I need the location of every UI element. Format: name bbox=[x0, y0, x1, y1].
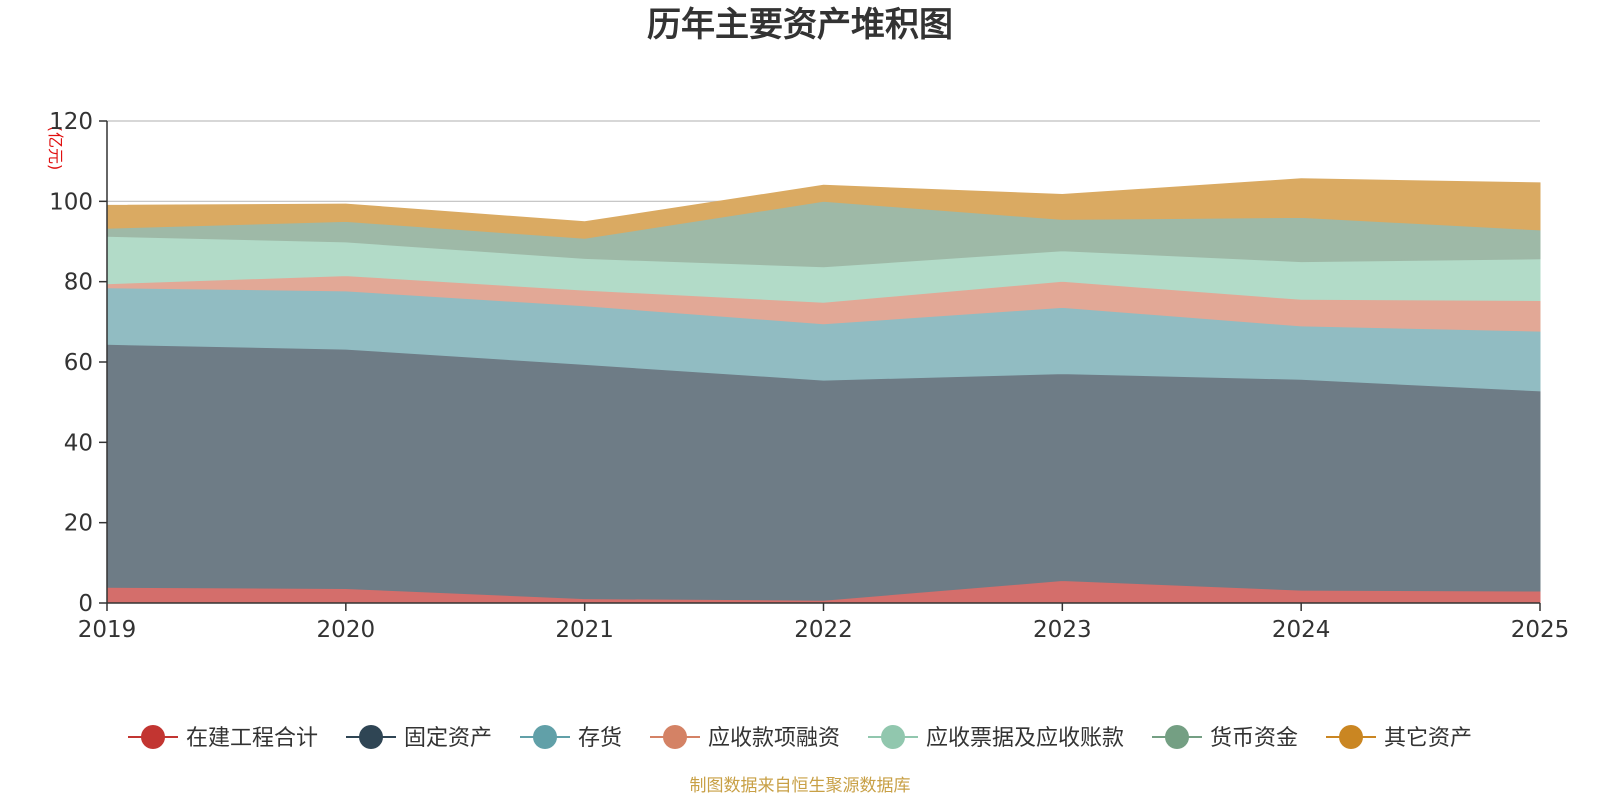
x-tick-label: 2025 bbox=[1511, 617, 1570, 643]
legend-circle-icon bbox=[1339, 725, 1363, 749]
legend-item-4[interactable]: 应收款项融资 bbox=[650, 725, 840, 751]
legend-circle-icon bbox=[533, 725, 557, 749]
y-tick-label: 0 bbox=[78, 591, 93, 617]
y-tick-label: 40 bbox=[64, 430, 93, 456]
axes: 0 20 40 60 80 100 120 2019 2020 2021 2022 2023 2024 2… bbox=[49, 109, 1569, 643]
legend-circle-icon bbox=[663, 725, 687, 749]
y-tick-label: 60 bbox=[64, 350, 93, 376]
x-tick-label: 2021 bbox=[555, 617, 614, 643]
y-axis-unit-label: (亿元) bbox=[46, 126, 65, 171]
legend-circle-icon bbox=[359, 725, 383, 749]
area-series-layer bbox=[106, 178, 1541, 604]
y-tick-label: 80 bbox=[64, 270, 93, 296]
legend-label: 应收票据及应收账款 bbox=[926, 726, 1124, 751]
x-tick-label: 2019 bbox=[78, 617, 137, 643]
legend-item-5[interactable]: 应收票据及应收账款 bbox=[868, 725, 1124, 751]
data-source-note: 制图数据来自恒生聚源数据库 bbox=[690, 776, 911, 796]
legend-item-6[interactable]: 货币资金 bbox=[1152, 725, 1298, 751]
x-tick-label: 2020 bbox=[317, 617, 376, 643]
legend-label: 固定资产 bbox=[404, 726, 492, 751]
legend[interactable]: 在建工程合计 固定资产 存货 应收款项融资 应收票据及应收账款 货币资金 其它资产 bbox=[128, 725, 1472, 751]
legend-item-1[interactable]: 在建工程合计 bbox=[128, 725, 318, 751]
legend-circle-icon bbox=[881, 725, 905, 749]
legend-label: 货币资金 bbox=[1210, 726, 1298, 751]
legend-item-3[interactable]: 存货 bbox=[520, 725, 622, 751]
legend-item-2[interactable]: 固定资产 bbox=[346, 725, 492, 751]
x-tick-label: 2023 bbox=[1033, 617, 1092, 643]
y-tick-label: 100 bbox=[49, 189, 93, 215]
legend-label: 其它资产 bbox=[1384, 726, 1472, 751]
legend-label: 应收款项融资 bbox=[708, 726, 840, 751]
x-tick-label: 2024 bbox=[1272, 617, 1331, 643]
area-series-2 bbox=[106, 343, 1541, 601]
y-tick-label: 20 bbox=[64, 511, 93, 537]
x-tick-label: 2022 bbox=[794, 617, 853, 643]
legend-label: 存货 bbox=[578, 726, 622, 751]
legend-circle-icon bbox=[1165, 725, 1189, 749]
legend-circle-icon bbox=[141, 725, 165, 749]
legend-item-7[interactable]: 其它资产 bbox=[1326, 725, 1472, 751]
y-tick-label: 120 bbox=[49, 109, 93, 135]
chart-title: 历年主要资产堆积图 bbox=[647, 5, 953, 45]
area-series-7 bbox=[106, 178, 1541, 239]
legend-label: 在建工程合计 bbox=[186, 726, 318, 751]
